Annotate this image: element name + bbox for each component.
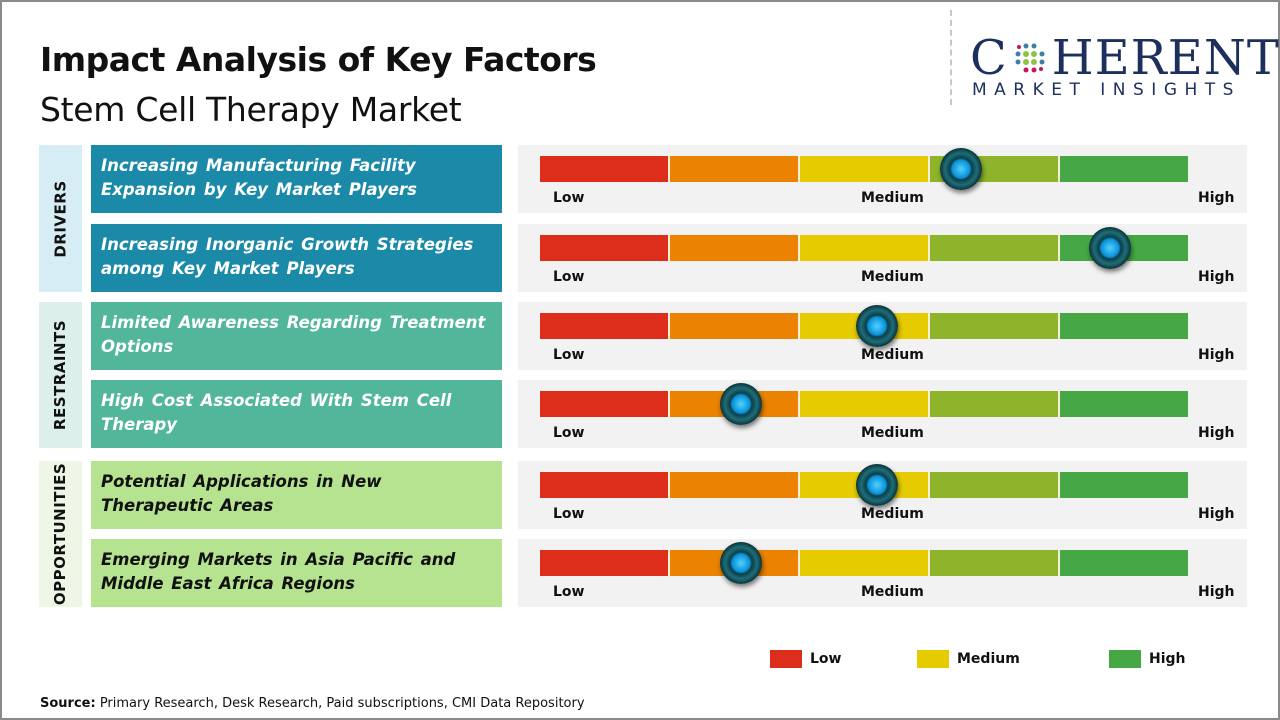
gauge-segment [930,472,1060,498]
legend-swatch [770,650,802,668]
gauge-segment [930,235,1060,261]
chart-title: Impact Analysis of Key Factors [40,40,597,79]
gauge-segment [800,550,930,576]
impact-marker [719,383,762,425]
legend-item-medium: Medium [917,650,1020,668]
scale-label-low: Low [553,190,585,206]
gauge-bar [540,313,1188,339]
factor-label: High Cost Associated With Stem Cell Ther… [91,380,502,448]
gauge-segment [670,156,800,182]
impact-marker [719,542,762,584]
category-label-restraints: RESTRAINTS [39,302,82,448]
gauge-segment [800,235,930,261]
scale-label-medium: Medium [861,347,924,363]
scale-label-medium: Medium [861,584,924,600]
impact-gauge: Low Medium High [518,539,1247,607]
scale-label-medium: Medium [861,190,924,206]
impact-gauge: Low Medium High [518,224,1247,292]
scale-label-low: Low [553,584,585,600]
logo: C HERENT [970,30,1280,86]
logo-subtitle: MARKET INSIGHTS [972,80,1241,100]
chart-subtitle: Stem Cell Therapy Market [40,90,462,129]
gauge-segment [800,391,930,417]
factor-label: Emerging Markets in Asia Pacific and Mid… [91,539,502,607]
gauge-segment [670,235,800,261]
gauge-segment [670,313,800,339]
scale-label-high: High [1198,584,1235,600]
factor-label: Increasing Inorganic Growth Strategies a… [91,224,502,292]
gauge-bar [540,550,1188,576]
gauge-segment [930,391,1060,417]
gauge-segment [540,472,670,498]
gauge-segment [930,550,1060,576]
gauge-segment [1060,156,1188,182]
factor-label: Potential Applications in New Therapeuti… [91,461,502,529]
impact-marker [940,148,983,190]
gauge-segment [540,235,670,261]
scale-label-low: Low [553,269,585,285]
scale-label-medium: Medium [861,425,924,441]
scale-label-high: High [1198,425,1235,441]
gauge-segment [1060,472,1188,498]
category-label-drivers: DRIVERS [39,145,82,292]
scale-label-medium: Medium [861,506,924,522]
gauge-segment [540,391,670,417]
legend-swatch [917,650,949,668]
scale-label-medium: Medium [861,269,924,285]
gauge-segment [1060,550,1188,576]
legend-item-high: High [1109,650,1186,668]
legend-item-low: Low [770,650,841,668]
gauge-segment [1060,391,1188,417]
impact-marker [855,464,898,506]
impact-gauge: Low Medium High [518,302,1247,370]
gauge-segment [540,156,670,182]
globe-dots-icon [1015,43,1045,73]
source-note: Source: Primary Research, Desk Research,… [40,696,585,711]
legend-swatch [1109,650,1141,668]
scale-label-high: High [1198,347,1235,363]
gauge-segment [540,550,670,576]
impact-gauge: Low Medium High [518,461,1247,529]
gauge-segment [930,313,1060,339]
factor-label: Limited Awareness Regarding Treatment Op… [91,302,502,370]
scale-label-low: Low [553,347,585,363]
gauge-segment [800,156,930,182]
impact-marker [855,305,898,347]
impact-marker [1089,227,1132,269]
scale-label-high: High [1198,190,1235,206]
scale-label-low: Low [553,506,585,522]
impact-gauge: Low Medium High [518,145,1247,213]
gauge-segment [670,472,800,498]
gauge-bar [540,156,1188,182]
category-label-opportunities: OPPORTUNITIES [39,461,82,607]
impact-gauge: Low Medium High [518,380,1247,448]
scale-label-low: Low [553,425,585,441]
divider [950,10,952,105]
gauge-segment [1060,313,1188,339]
gauge-segment [540,313,670,339]
factor-label: Increasing Manufacturing Facility Expans… [91,145,502,213]
scale-label-high: High [1198,269,1235,285]
scale-label-high: High [1198,506,1235,522]
gauge-bar [540,391,1188,417]
